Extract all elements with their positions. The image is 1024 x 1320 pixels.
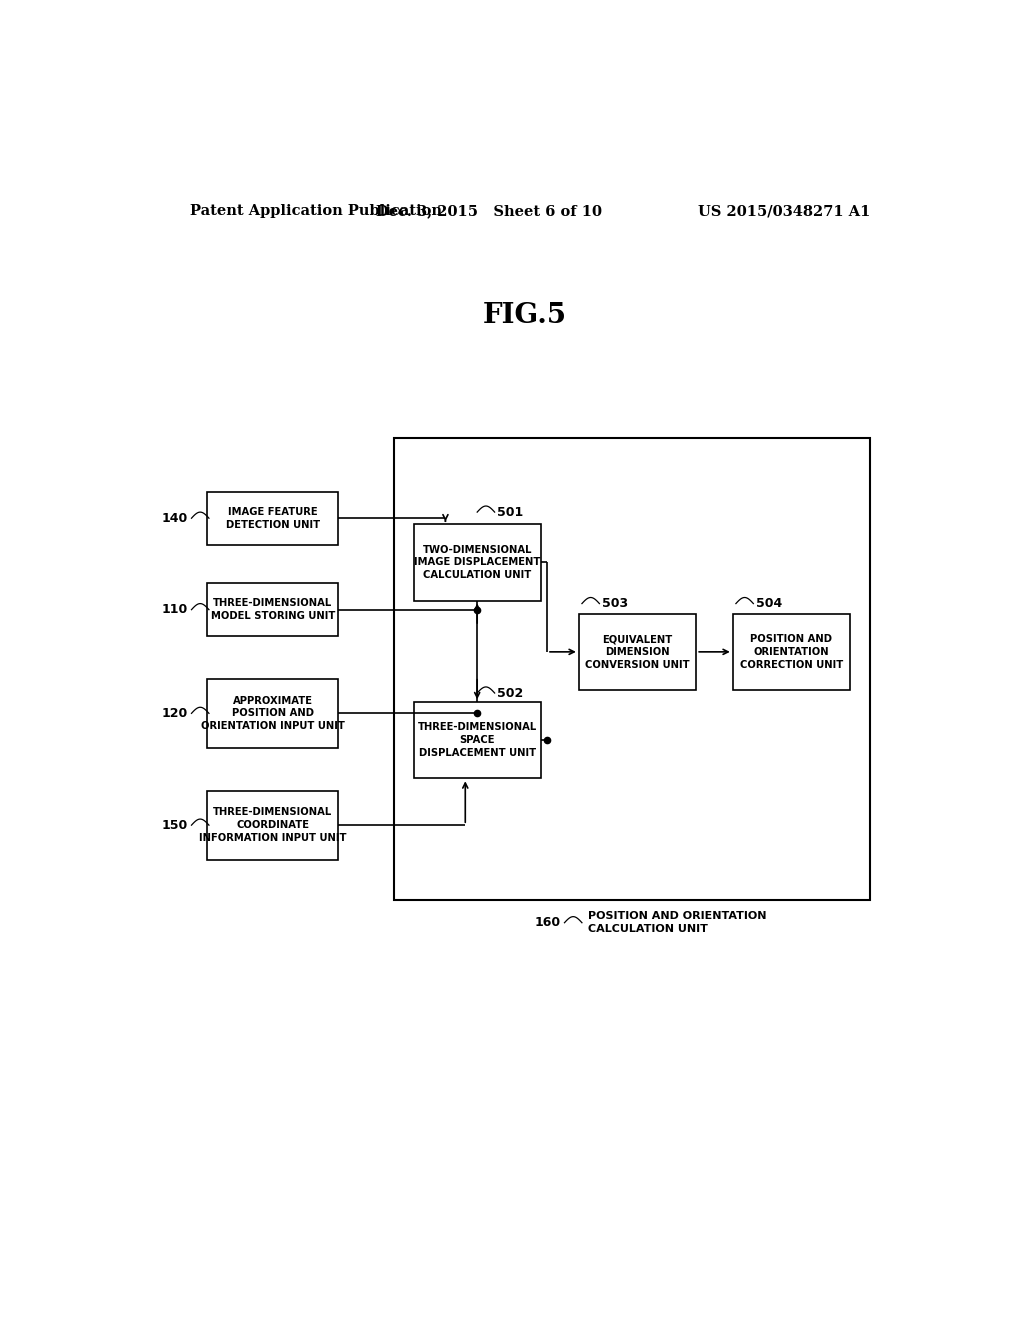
Bar — [733, 614, 850, 690]
Bar — [207, 791, 338, 859]
Text: IMAGE FEATURE
DETECTION UNIT: IMAGE FEATURE DETECTION UNIT — [225, 507, 319, 529]
Text: 503: 503 — [602, 597, 628, 610]
Text: 504: 504 — [756, 597, 782, 610]
Text: THREE-DIMENSIONAL
COORDINATE
INFORMATION INPUT UNIT: THREE-DIMENSIONAL COORDINATE INFORMATION… — [199, 808, 346, 843]
Bar — [207, 583, 338, 636]
Bar — [207, 492, 338, 545]
Text: EQUIVALENT
DIMENSION
CONVERSION UNIT: EQUIVALENT DIMENSION CONVERSION UNIT — [585, 634, 690, 669]
Bar — [579, 614, 696, 690]
Text: Patent Application Publication: Patent Application Publication — [189, 205, 442, 218]
Text: FIG.5: FIG.5 — [482, 302, 567, 330]
Bar — [414, 524, 541, 601]
Bar — [414, 702, 541, 779]
Text: 140: 140 — [161, 512, 187, 525]
Text: 502: 502 — [497, 686, 523, 700]
Text: Dec. 3, 2015   Sheet 6 of 10: Dec. 3, 2015 Sheet 6 of 10 — [376, 205, 602, 218]
Text: POSITION AND ORIENTATION
CALCULATION UNIT: POSITION AND ORIENTATION CALCULATION UNI… — [588, 911, 767, 935]
Text: THREE-DIMENSIONAL
MODEL STORING UNIT: THREE-DIMENSIONAL MODEL STORING UNIT — [211, 598, 335, 622]
Text: 501: 501 — [497, 506, 523, 519]
Text: 120: 120 — [161, 706, 187, 719]
Text: 160: 160 — [535, 916, 560, 929]
Text: APPROXIMATE
POSITION AND
ORIENTATION INPUT UNIT: APPROXIMATE POSITION AND ORIENTATION INP… — [201, 696, 345, 731]
Text: 110: 110 — [161, 603, 187, 616]
Bar — [394, 438, 870, 900]
Text: THREE-DIMENSIONAL
SPACE
DISPLACEMENT UNIT: THREE-DIMENSIONAL SPACE DISPLACEMENT UNI… — [418, 722, 537, 758]
Bar — [207, 678, 338, 748]
Text: POSITION AND
ORIENTATION
CORRECTION UNIT: POSITION AND ORIENTATION CORRECTION UNIT — [739, 634, 843, 669]
Text: TWO-DIMENSIONAL
IMAGE DISPLACEMENT
CALCULATION UNIT: TWO-DIMENSIONAL IMAGE DISPLACEMENT CALCU… — [414, 545, 541, 581]
Text: 150: 150 — [161, 818, 187, 832]
Text: US 2015/0348271 A1: US 2015/0348271 A1 — [697, 205, 870, 218]
